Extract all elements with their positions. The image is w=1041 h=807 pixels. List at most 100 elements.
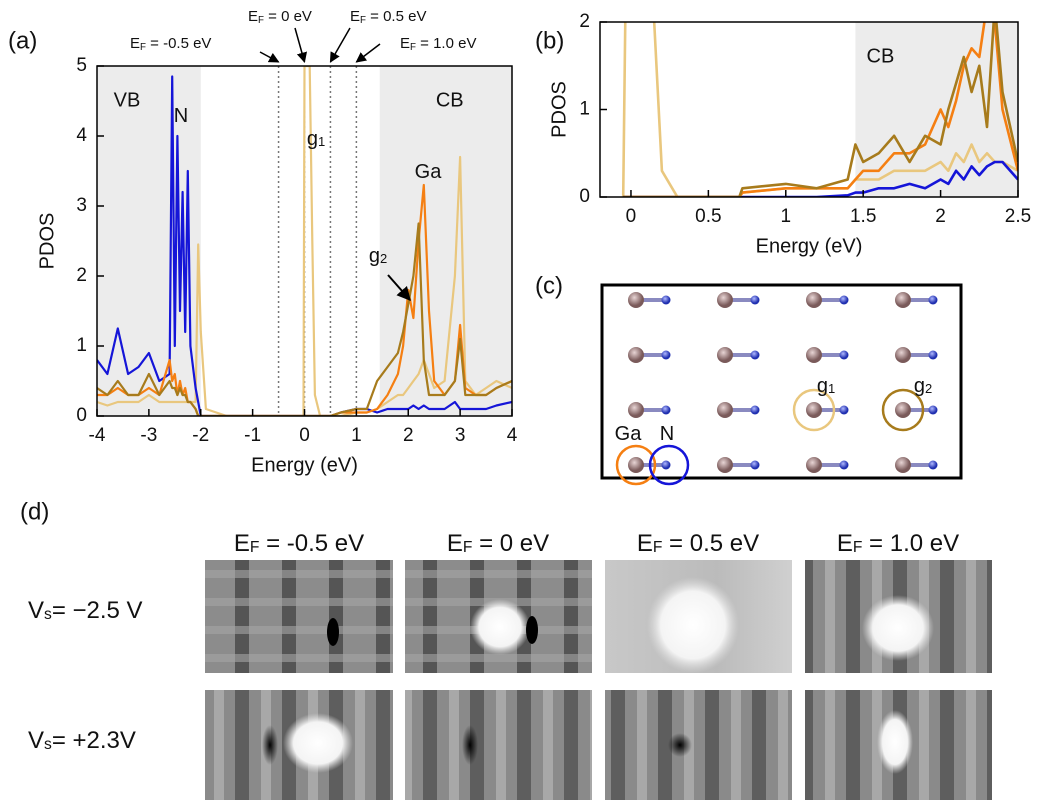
atom-label-part: Ga	[615, 423, 643, 445]
peak-label-part: g	[369, 245, 380, 267]
stm-feature	[462, 725, 478, 765]
column-header-part: = 0 eV	[472, 530, 549, 557]
ga-atom	[628, 402, 644, 418]
atom-label-part: 2	[925, 381, 932, 396]
fermi-level-label-part: E	[400, 35, 410, 52]
ga-atom	[806, 402, 822, 418]
arrow	[355, 43, 381, 63]
n-atom	[750, 405, 760, 415]
column-header-part: F	[250, 539, 260, 556]
atom-label-part: 1	[828, 381, 835, 396]
stm-feature	[470, 599, 530, 655]
panel-c: Ga Ng1 g2	[600, 283, 963, 486]
stm-feature	[526, 616, 538, 644]
y-tick-label: 4	[76, 125, 87, 146]
peak-label: g2	[369, 245, 387, 267]
panel-label: (a)	[8, 27, 37, 54]
band-label: CB	[867, 45, 895, 67]
panel-d: EF = -0.5 eV EF = 0 eV EF = 0.5 eV EF = 1.0…	[28, 530, 992, 800]
pdos-line	[97, 183, 512, 416]
pdos-line	[97, 222, 512, 416]
fermi-level-label-part: E	[248, 8, 258, 25]
pdos-line	[623, 160, 1018, 197]
stm-image	[605, 690, 792, 800]
highlight	[792, 388, 836, 432]
x-tick-label: -1	[244, 425, 261, 446]
peak-label: Ga	[415, 161, 443, 183]
row-label: Vs= +2.3V	[28, 727, 136, 754]
peak-label-part: 1	[318, 134, 325, 149]
arrow	[294, 27, 308, 64]
ga-atom	[717, 457, 733, 473]
row-label-part: = +2.3V	[52, 727, 136, 754]
x-tick-label: 1	[351, 425, 362, 446]
panel-label: (d)	[20, 498, 49, 525]
column-header-part: E	[637, 530, 653, 557]
n-atom	[928, 350, 938, 360]
arrow	[259, 51, 280, 63]
stm-feature	[668, 733, 692, 757]
fermi-level-label-part: E	[350, 8, 360, 25]
ga-atom	[628, 347, 644, 363]
column-header-part: F	[463, 539, 473, 556]
ga-atom	[628, 292, 644, 308]
x-tick-label: 1.5	[850, 206, 876, 227]
band-label: CB	[436, 89, 464, 111]
x-tick-label: -3	[140, 425, 157, 446]
n-atom	[928, 460, 938, 470]
stm-image	[405, 690, 592, 800]
peak-label: g1	[307, 128, 325, 150]
column-header-part: E	[234, 530, 250, 557]
stm-image	[205, 560, 393, 673]
ga-atom	[895, 457, 911, 473]
ga-atom	[806, 292, 822, 308]
pdos-line	[623, 22, 1018, 197]
highlight	[615, 444, 657, 486]
fermi-level-label-part: F	[258, 15, 264, 26]
stm-feature	[283, 713, 353, 773]
n-atom	[661, 405, 671, 415]
y-tick-label: 1	[579, 99, 590, 120]
stm-feature	[647, 577, 739, 673]
ga-atom	[717, 347, 733, 363]
fermi-level-label-part: E	[130, 35, 140, 52]
pdos-line	[97, 66, 512, 416]
arrow	[329, 27, 351, 63]
pdos-line	[97, 75, 512, 416]
x-tick-label: 1	[780, 206, 791, 227]
n-atom	[750, 460, 760, 470]
n-atom	[928, 405, 938, 415]
column-header: EF = -0.5 eV	[234, 530, 364, 557]
fermi-level-label: EF = 1.0 eV	[400, 35, 476, 53]
x-tick-label: 0.5	[695, 206, 721, 227]
ga-atom	[895, 292, 911, 308]
row-label-part: V	[28, 727, 44, 754]
ga-atom	[895, 402, 911, 418]
column-header: EF = 1.0 eV	[837, 530, 959, 557]
atom-label-part: g	[817, 375, 828, 397]
fermi-level-label: EF = 0.5 eV	[350, 8, 426, 26]
x-tick-label: 2	[935, 206, 946, 227]
x-tick-label: 0	[626, 206, 637, 227]
x-tick-label: 3	[455, 425, 466, 446]
atom-label-part: g	[914, 375, 925, 397]
n-atom	[839, 405, 849, 415]
atom-label: g2	[914, 375, 932, 397]
fermi-level-label-part: F	[140, 42, 146, 53]
n-atom	[661, 350, 671, 360]
row-label-part: V	[28, 597, 44, 624]
atom-label: Ga	[615, 423, 643, 445]
column-header-part: E	[837, 530, 853, 557]
stm-feature	[327, 618, 339, 646]
x-axis-label: Energy (eV)	[756, 235, 863, 257]
row-label-part: s	[44, 606, 52, 623]
panel-label: (b)	[535, 27, 564, 54]
x-tick-label: -2	[192, 425, 209, 446]
n-atom	[839, 295, 849, 305]
column-header: EF = 0.5 eV	[637, 530, 759, 557]
ga-atom	[806, 347, 822, 363]
fermi-level-label-part: = -0.5 eV	[146, 35, 211, 52]
atom-label-part: N	[660, 423, 674, 445]
peak-label-part: Ga	[415, 161, 443, 183]
